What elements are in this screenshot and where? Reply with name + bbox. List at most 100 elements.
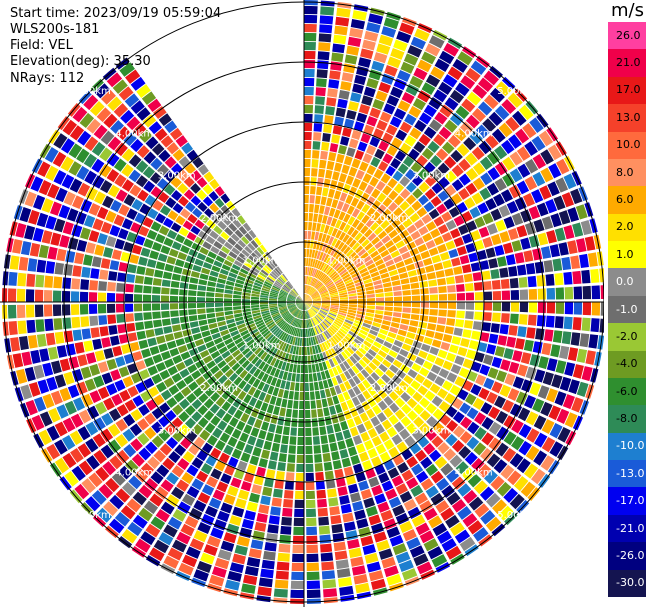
range-gate [227, 237, 237, 246]
range-gate [92, 433, 106, 448]
range-gate [351, 365, 360, 375]
range-gate [197, 344, 207, 353]
range-gate [388, 349, 398, 359]
range-gate [210, 468, 222, 480]
range-gate [319, 426, 327, 436]
range-gate [297, 427, 304, 437]
range-gate [287, 325, 293, 334]
range-gate [367, 263, 376, 271]
range-gate [433, 133, 446, 147]
colorbar-segment [608, 405, 646, 434]
range-gate [447, 302, 457, 309]
range-gate [348, 239, 357, 248]
range-gate [266, 334, 275, 342]
range-gate [444, 268, 454, 277]
range-gate [191, 423, 203, 435]
range-gate [279, 321, 287, 329]
range-gate [314, 326, 320, 335]
range-gate [314, 345, 319, 354]
range-gate [529, 354, 541, 367]
range-gate [346, 399, 355, 409]
range-gate [438, 427, 451, 440]
range-gate [54, 331, 65, 345]
range-gate [291, 373, 296, 382]
range-gate [221, 216, 232, 226]
range-gate [314, 280, 321, 288]
range-gate [70, 304, 80, 316]
range-gate [300, 302, 304, 310]
range-gate [185, 201, 196, 213]
range-gate [435, 148, 449, 161]
range-gate [186, 486, 200, 499]
range-gate [347, 216, 356, 226]
range-gate [323, 277, 330, 284]
range-gate [311, 268, 316, 277]
range-gate [346, 418, 356, 429]
range-gate [369, 136, 381, 148]
range-gate [228, 222, 238, 232]
range-gate [470, 60, 487, 76]
range-gate [13, 205, 23, 220]
range-gate [54, 421, 68, 437]
range-gate [98, 483, 114, 499]
range-gate [430, 195, 442, 207]
colorbar-segment [608, 131, 646, 160]
range-gate [304, 50, 316, 60]
range-gate [321, 252, 327, 262]
range-gate [515, 128, 530, 144]
range-gate [411, 175, 424, 187]
range-gate [232, 218, 242, 229]
range-gate [346, 205, 355, 215]
range-gate [215, 292, 224, 298]
range-gate [88, 230, 100, 243]
range-gate [327, 313, 336, 319]
range-gate [62, 221, 74, 235]
range-gate [437, 190, 450, 202]
range-gate [564, 302, 574, 315]
range-gate [272, 488, 283, 498]
range-gate [315, 281, 322, 289]
range-gate [459, 431, 473, 444]
range-gate [404, 135, 417, 147]
range-gate [362, 322, 372, 329]
range-gate [393, 291, 402, 297]
range-gate [414, 28, 430, 42]
range-gate [348, 251, 357, 260]
range-gate [572, 222, 584, 238]
range-gate [253, 368, 261, 378]
range-gate [414, 334, 425, 343]
range-gate [465, 114, 480, 129]
range-gate [227, 383, 237, 393]
range-gate [136, 84, 151, 98]
range-gate [197, 521, 212, 534]
range-gate [106, 292, 116, 302]
range-gate [166, 436, 179, 449]
range-gate [597, 335, 604, 350]
range-gate [84, 136, 99, 151]
range-gate [210, 527, 224, 540]
range-gate [321, 275, 329, 283]
range-gate [99, 269, 109, 280]
range-gate [345, 236, 354, 246]
range-gate [561, 331, 572, 345]
range-gate [399, 491, 413, 503]
range-gate [158, 225, 170, 236]
range-gate [342, 337, 351, 346]
range-gate [264, 332, 273, 340]
range-gate [438, 400, 451, 413]
range-gate [315, 325, 321, 334]
range-gate [2, 288, 8, 302]
range-gate [540, 246, 552, 259]
range-gate [243, 394, 252, 404]
range-gate [191, 370, 202, 380]
range-gate [312, 302, 322, 304]
range-gate [399, 121, 412, 134]
range-gate [240, 452, 251, 463]
range-gate [366, 207, 376, 217]
range-gate [253, 333, 262, 341]
range-gate [65, 250, 76, 263]
colorbar-segment [608, 76, 646, 105]
range-gate [334, 25, 348, 36]
range-gate [491, 356, 503, 369]
range-gate [258, 577, 273, 588]
